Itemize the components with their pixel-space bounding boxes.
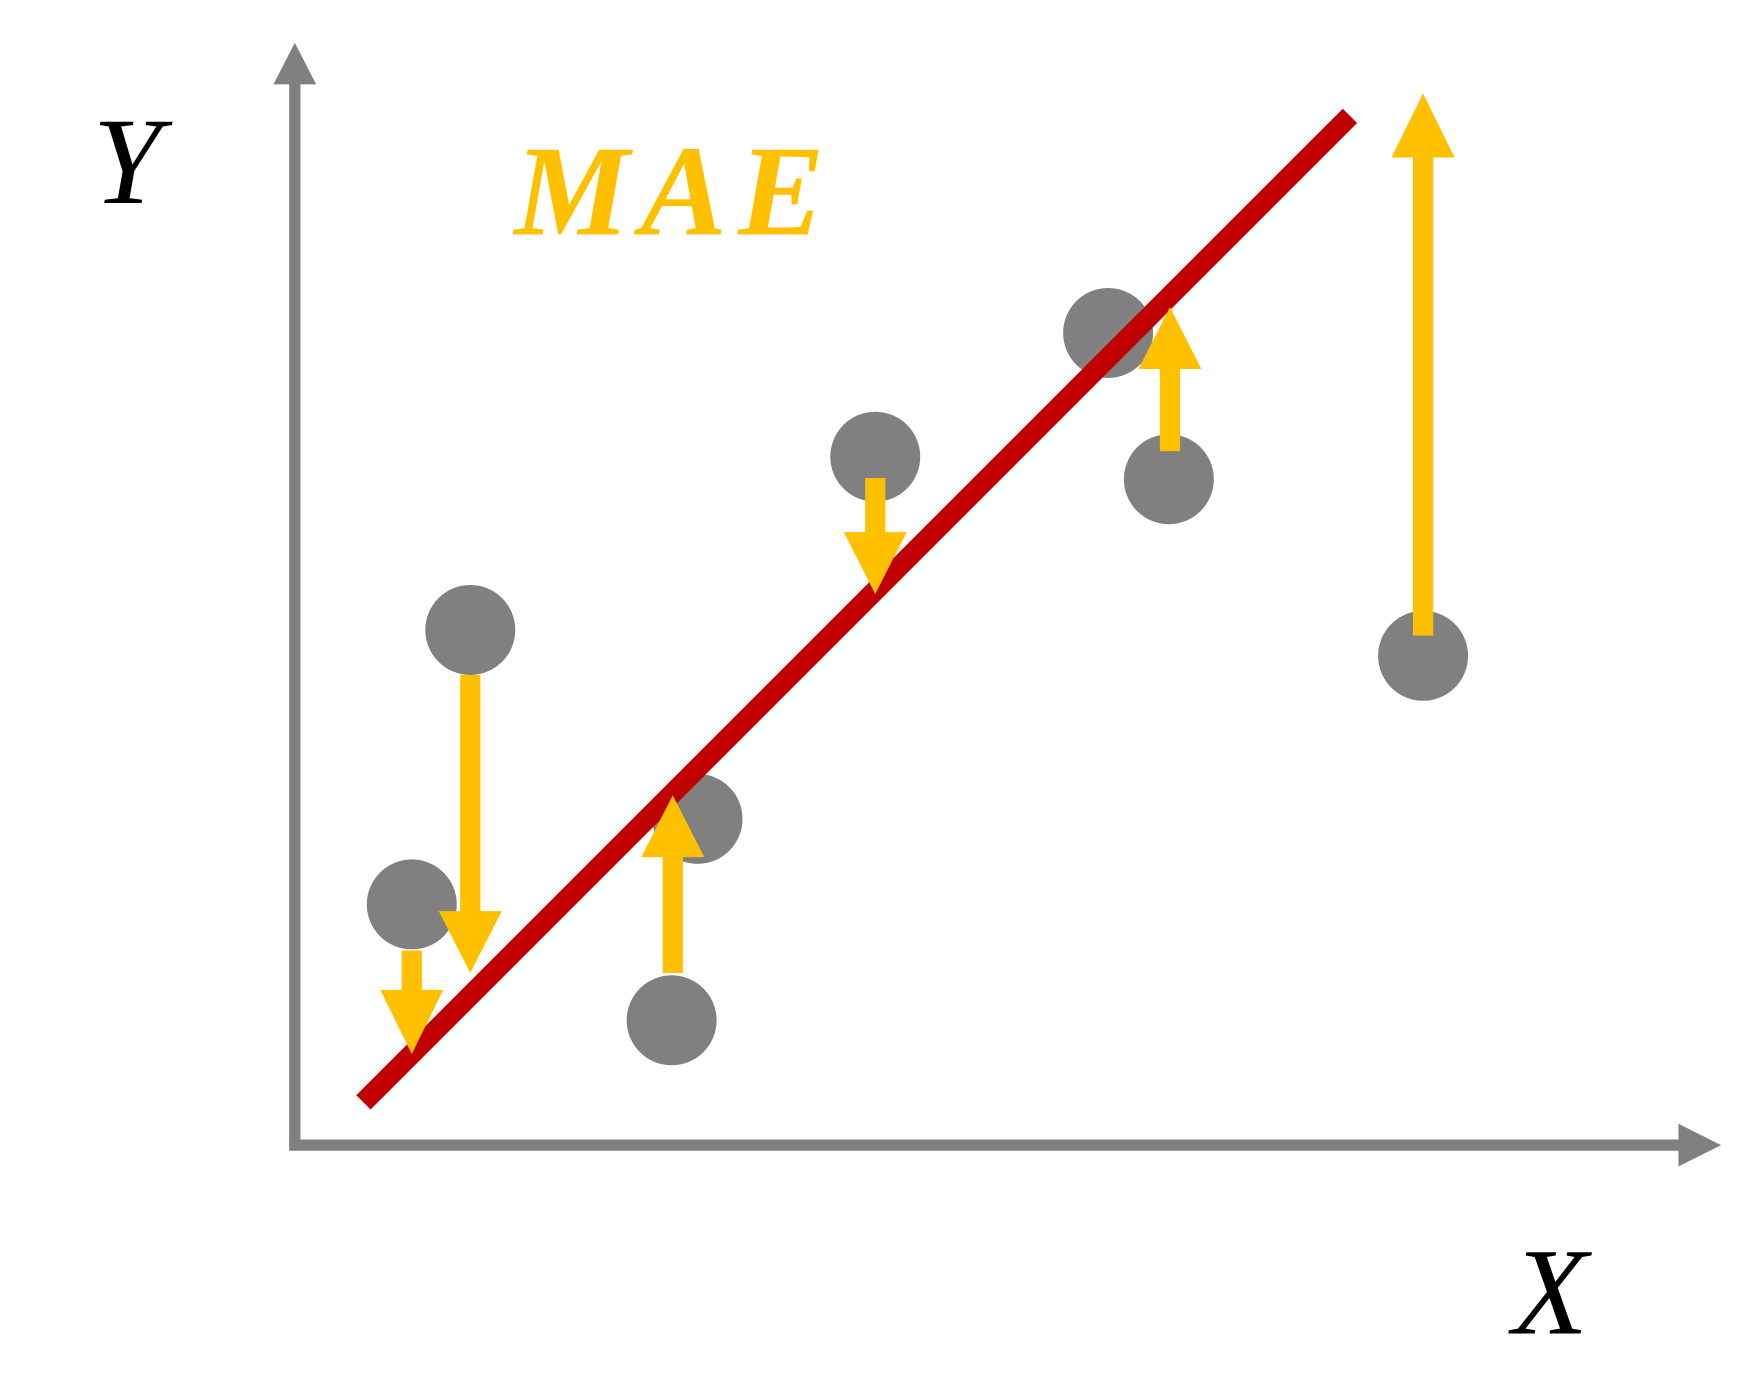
points <box>366 287 1469 1066</box>
error-arrows <box>380 93 1455 1055</box>
y-axis-arrowhead <box>273 42 317 85</box>
point <box>626 975 717 1066</box>
arrow-head <box>1391 93 1455 158</box>
point <box>1123 434 1214 525</box>
point <box>1063 287 1154 378</box>
arrow-shaft <box>1412 155 1434 636</box>
arrow-shaft <box>865 478 886 535</box>
arrow-head <box>843 532 907 594</box>
arrow-head <box>438 911 502 974</box>
point <box>425 584 516 675</box>
point <box>830 411 921 502</box>
point <box>366 859 457 950</box>
y-axis-label: Y <box>93 93 173 230</box>
point <box>1378 610 1469 701</box>
arrow-head <box>641 795 705 858</box>
x-axis-label: X <box>1507 1223 1592 1360</box>
title: MAE <box>512 119 835 262</box>
arrow-head <box>1138 307 1202 369</box>
arrow-shaft <box>1159 366 1181 452</box>
arrow-shaft <box>662 854 683 974</box>
axes <box>273 42 1722 1167</box>
regression-line <box>356 108 1358 1110</box>
x-axis-arrowhead <box>1678 1123 1722 1167</box>
arrow-shaft <box>401 950 422 993</box>
arrow-shaft <box>460 674 481 914</box>
arrow-head <box>380 989 444 1055</box>
